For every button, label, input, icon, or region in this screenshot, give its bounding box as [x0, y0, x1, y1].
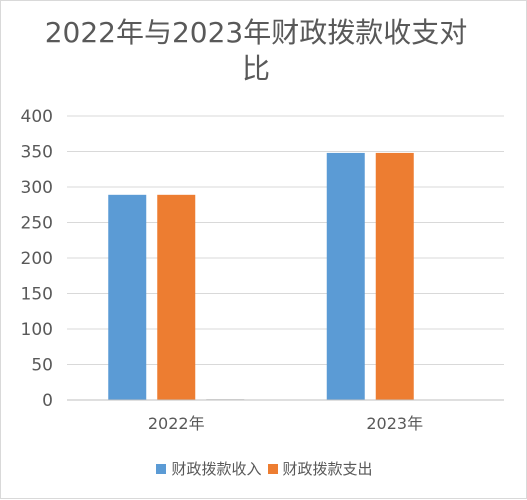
bar-2-1	[157, 194, 196, 400]
y-tick-label: 400	[21, 107, 53, 127]
bar-1-1	[108, 194, 147, 400]
chart-title: 2022年与2023年财政拨款收支对比	[44, 16, 468, 85]
y-tick-label: 150	[21, 285, 53, 305]
bar-1-2	[326, 152, 365, 400]
legend-label-income: 财政拨款收入	[171, 460, 262, 478]
y-axis: 0 50 100 150 200 250 300 350 400	[21, 107, 53, 411]
y-tick-label: 350	[21, 143, 53, 163]
legend-swatch-expense	[267, 463, 278, 474]
y-tick-label: 0	[42, 391, 53, 411]
y-tick-label: 300	[21, 178, 53, 198]
x-axis: 2022年 2023年	[67, 399, 504, 433]
x-tick-label: 2022年	[148, 414, 205, 433]
bars	[108, 152, 414, 400]
bar-2-2	[375, 152, 414, 400]
legend: 财政拨款收入 财政拨款支出	[1, 458, 527, 479]
legend-item-expense: 财政拨款支出	[267, 458, 373, 479]
x-tick-label: 2023年	[366, 414, 423, 433]
y-tick-label: 200	[21, 249, 53, 269]
y-tick-label: 50	[31, 356, 53, 376]
legend-swatch-income	[156, 463, 167, 474]
legend-label-expense: 财政拨款支出	[282, 460, 373, 478]
y-tick-label: 250	[21, 214, 53, 234]
y-tick-label: 100	[21, 320, 53, 340]
legend-item-income: 财政拨款收入	[156, 458, 262, 479]
